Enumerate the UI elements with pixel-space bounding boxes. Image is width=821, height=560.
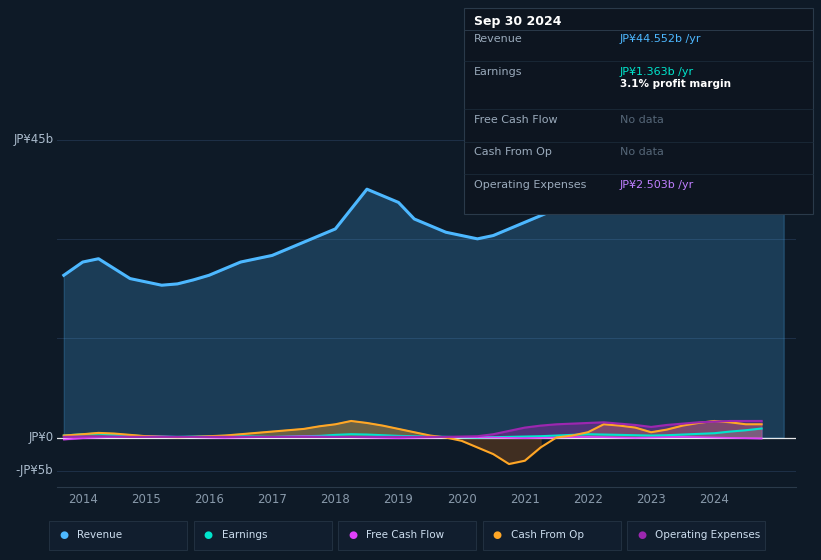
Text: -JP¥5b: -JP¥5b <box>16 464 53 477</box>
Text: Operating Expenses: Operating Expenses <box>655 530 760 540</box>
Text: Revenue: Revenue <box>474 34 522 44</box>
Text: JP¥0: JP¥0 <box>28 431 53 444</box>
Text: JP¥44.552b /yr: JP¥44.552b /yr <box>620 34 701 44</box>
Text: Earnings: Earnings <box>474 67 522 77</box>
Text: Operating Expenses: Operating Expenses <box>474 180 586 190</box>
Text: Cash From Op: Cash From Op <box>511 530 584 540</box>
Text: JP¥45b: JP¥45b <box>13 133 53 146</box>
Text: ●: ● <box>59 530 68 540</box>
Text: JP¥2.503b /yr: JP¥2.503b /yr <box>620 180 694 190</box>
Text: Earnings: Earnings <box>222 530 267 540</box>
Text: Cash From Op: Cash From Op <box>474 147 552 157</box>
Text: Free Cash Flow: Free Cash Flow <box>366 530 444 540</box>
Text: Free Cash Flow: Free Cash Flow <box>474 115 557 125</box>
Text: ●: ● <box>348 530 357 540</box>
Text: 3.1% profit margin: 3.1% profit margin <box>620 79 731 89</box>
Text: No data: No data <box>620 147 663 157</box>
Text: Revenue: Revenue <box>77 530 122 540</box>
Text: Sep 30 2024: Sep 30 2024 <box>474 15 562 28</box>
Text: ●: ● <box>493 530 502 540</box>
Text: JP¥1.363b /yr: JP¥1.363b /yr <box>620 67 694 77</box>
Text: ●: ● <box>204 530 213 540</box>
Text: ●: ● <box>637 530 646 540</box>
Text: No data: No data <box>620 115 663 125</box>
